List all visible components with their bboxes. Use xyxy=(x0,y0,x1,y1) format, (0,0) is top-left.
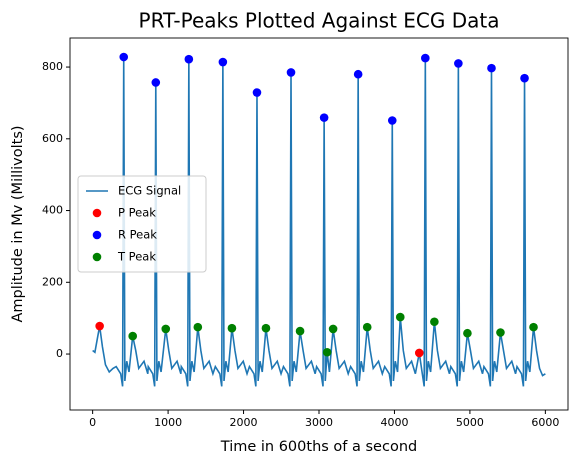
x-tick-label: 4000 xyxy=(380,416,408,429)
peak-marker xyxy=(218,57,228,67)
peak-marker xyxy=(496,328,505,337)
peak-marker xyxy=(322,347,332,357)
peak-marker xyxy=(252,88,262,97)
legend-marker xyxy=(92,252,102,262)
peak-marker xyxy=(421,53,430,63)
chart-title: PRT-Peaks Plotted Against ECG Data xyxy=(139,9,500,33)
peak-marker xyxy=(95,321,104,331)
x-tick-label: 1000 xyxy=(154,416,182,429)
x-axis-label: Time in 600ths of a second xyxy=(220,439,417,455)
x-tick-label: 6000 xyxy=(531,416,559,429)
legend-label: P Peak xyxy=(118,206,156,220)
peak-marker xyxy=(151,78,161,87)
peak-marker xyxy=(454,59,463,68)
y-tick-label: 0 xyxy=(56,347,63,360)
peak-marker xyxy=(295,326,305,336)
axes-frame xyxy=(69,37,569,411)
legend-marker xyxy=(92,208,102,218)
x-tick-label: 3000 xyxy=(305,416,333,429)
x-tick-label: 0 xyxy=(89,416,96,429)
y-tick-label: 400 xyxy=(42,204,63,217)
peak-marker xyxy=(261,323,271,333)
peak-marker xyxy=(353,69,363,79)
plot-area xyxy=(92,52,546,387)
peak-marker xyxy=(362,322,372,332)
peak-marker xyxy=(395,312,405,322)
peak-marker xyxy=(286,68,296,77)
legend-marker xyxy=(92,230,102,240)
peak-marker xyxy=(184,54,194,64)
legend-box xyxy=(77,175,207,273)
x-tick-label: 5000 xyxy=(456,416,484,429)
peak-marker xyxy=(463,328,472,338)
peak-marker xyxy=(119,52,129,62)
peak-marker xyxy=(328,324,338,334)
x-tick-label: 2000 xyxy=(230,416,258,429)
legend-label: T Peak xyxy=(117,250,156,264)
y-axis-label: Amplitude in Mv (Millivolts) xyxy=(10,125,26,322)
peak-marker xyxy=(529,322,538,332)
peak-marker xyxy=(487,63,496,73)
peak-marker xyxy=(193,322,203,332)
peak-marker xyxy=(128,331,138,341)
peak-marker xyxy=(227,323,237,333)
y-tick-label: 600 xyxy=(42,132,63,145)
peak-marker xyxy=(414,348,424,358)
peak-marker xyxy=(430,317,439,327)
legend-label: ECG Signal xyxy=(118,184,181,198)
peak-marker xyxy=(319,113,329,122)
y-tick-label: 200 xyxy=(42,275,63,288)
peak-marker xyxy=(520,73,529,83)
y-tick-label: 800 xyxy=(42,60,63,73)
legend-label: R Peak xyxy=(118,228,157,242)
peak-marker xyxy=(387,116,397,125)
peak-marker xyxy=(161,324,171,334)
